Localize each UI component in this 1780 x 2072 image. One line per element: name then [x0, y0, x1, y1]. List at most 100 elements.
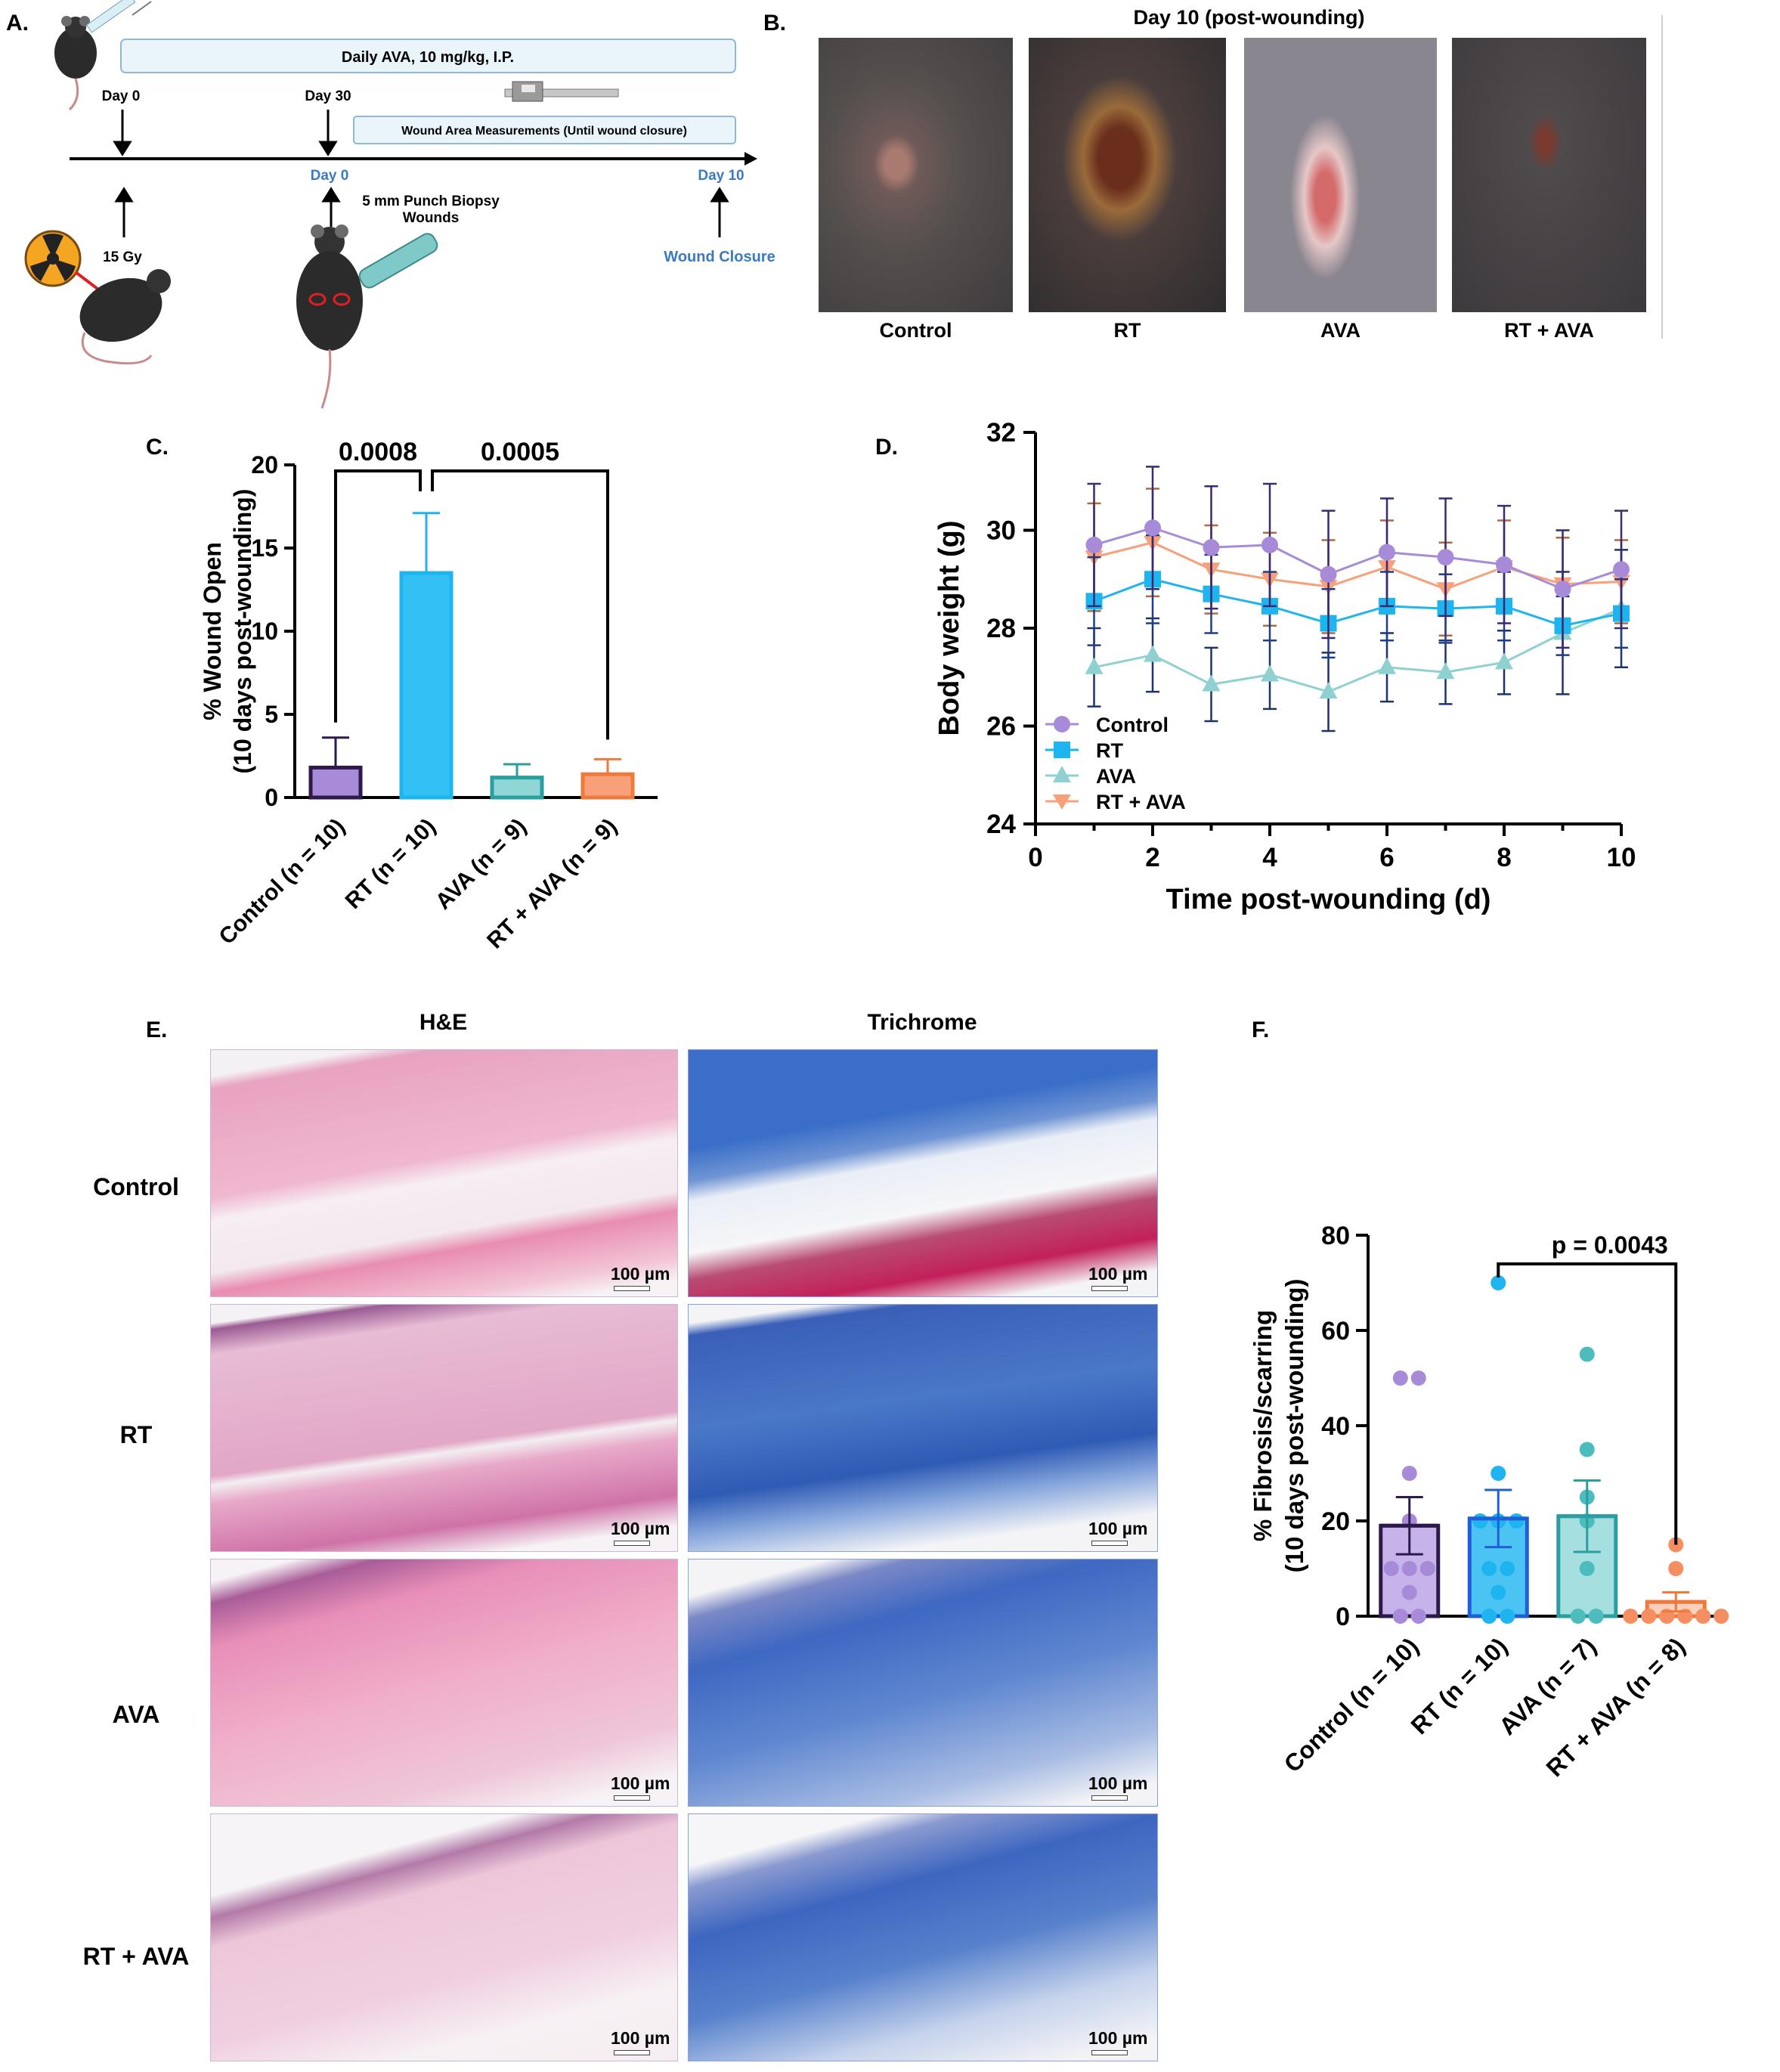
data-point: [1641, 1609, 1657, 1624]
data-point: [1392, 1370, 1408, 1386]
day0-top-label: Day 0: [102, 88, 141, 104]
y-tick-label: 28: [986, 614, 1016, 643]
photo-ava: [1244, 38, 1437, 312]
data-point: [1410, 1370, 1426, 1386]
histology-trichrome-rt: [688, 1304, 1158, 1552]
scale-bar-he-ava: 100 µm: [611, 1773, 670, 1801]
histology-he-rt: [210, 1304, 678, 1552]
data-point: [1203, 539, 1220, 556]
x-tick-label: 6: [1379, 843, 1394, 872]
scale-bar-trichrome-rt: 100 µm: [1088, 1519, 1147, 1546]
data-point: [1379, 544, 1395, 561]
y-tick-label: 60: [1321, 1317, 1350, 1346]
data-point: [1554, 581, 1571, 598]
legend-label: Control: [1096, 714, 1169, 736]
y-axis-label-line2: (10 days post-wounding): [229, 489, 256, 774]
data-point: [1491, 1584, 1506, 1600]
data-point: [1085, 657, 1104, 674]
irradiated-mouse-icon: [79, 269, 171, 365]
y-tick-label: 24: [986, 810, 1016, 839]
x-category-label: Control (n = 10): [1279, 1632, 1424, 1777]
panel-letter-c: C.: [146, 435, 169, 460]
data-point: [1579, 1346, 1595, 1362]
legend-marker: [1053, 766, 1071, 782]
data-point: [1320, 565, 1337, 583]
x-tick-label: 4: [1262, 843, 1277, 872]
dose-label: 15 Gy: [103, 249, 142, 265]
x-category-label: AVA (n = 9): [431, 814, 531, 915]
biopsy-punch-icon: [358, 233, 438, 289]
data-point: [1410, 1609, 1426, 1624]
data-point: [1695, 1609, 1711, 1624]
panel-letter-e: E.: [146, 1017, 168, 1042]
panel-a-schematic: Daily AVA, 10 mg/kg, I.P. Day 0 Day 30 W…: [24, 0, 775, 409]
legend-marker: [1053, 794, 1071, 810]
data-point: [1623, 1609, 1639, 1624]
series-line: [1093, 578, 1622, 627]
data-point: [1495, 652, 1513, 670]
data-point: [1378, 657, 1396, 674]
scale-bar-trichrome-control: 100 µm: [1088, 1264, 1147, 1291]
y-tick-label: 26: [986, 712, 1016, 742]
bar: [580, 772, 635, 800]
mouse-icon: [54, 16, 97, 111]
measurement-text: Wound Area Measurements (Until wound clo…: [401, 125, 687, 138]
y-tick-label: 5: [265, 701, 278, 728]
data-point: [1500, 1609, 1515, 1624]
x-category-label: RT (n = 10): [341, 814, 441, 914]
panel-letter-a: A.: [6, 11, 29, 36]
series-line: [1094, 526, 1622, 590]
data-point: [1144, 519, 1161, 537]
data-point: [1419, 1561, 1435, 1576]
histology-trichrome-ava: [688, 1559, 1158, 1807]
data-point: [1437, 549, 1454, 566]
data-point: [1481, 1609, 1497, 1624]
row-label-control: Control: [93, 1173, 179, 1200]
data-point: [1613, 561, 1630, 578]
legend-marker: [1054, 716, 1070, 732]
day10-blue-label: Day 10: [698, 168, 744, 184]
biopsy-label-2: Wounds: [403, 210, 460, 226]
wound-closure-label: Wound Closure: [664, 249, 775, 265]
data-point: [1588, 1609, 1604, 1624]
x-tick-label: 2: [1145, 843, 1159, 872]
data-point: [1570, 1609, 1586, 1624]
scale-bar-he-rt-ava: 100 µm: [611, 2028, 670, 2055]
photo-rt: [1029, 38, 1226, 312]
chart-f-fibrosis: 0 20 40 60 80 % Fibrosis/scarring (10 days pos…: [1249, 1222, 1729, 1782]
scale-bar-he-control: 100 µm: [611, 1264, 670, 1291]
daily-ava-box: [120, 39, 736, 73]
x-axis-label: Time post-wounding (d): [1166, 884, 1491, 915]
significance-label: 0.0008: [339, 438, 417, 466]
y-tick-label: 80: [1321, 1222, 1350, 1250]
data-point: [1392, 1609, 1408, 1624]
histology-he-control: [210, 1049, 678, 1297]
y-tick-label: 0: [1336, 1603, 1350, 1631]
scale-bar-he-rt: 100 µm: [611, 1519, 670, 1546]
x-tick-label: 0: [1028, 843, 1042, 872]
data-point: [1491, 1275, 1506, 1290]
row-label-rt: RT: [119, 1421, 153, 1448]
data-point: [1261, 664, 1279, 682]
data-point: [1509, 1513, 1525, 1528]
y-tick-label: 20: [251, 451, 278, 479]
data-point: [1401, 1561, 1417, 1576]
data-point: [1319, 682, 1338, 699]
y-tick-label: 15: [251, 534, 278, 562]
data-point: [1481, 1561, 1497, 1576]
y-tick-label: 0: [265, 784, 278, 811]
row-label-ava: AVA: [112, 1701, 160, 1728]
photo-label-rt: RT: [1113, 319, 1141, 342]
y-tick-label: 40: [1321, 1412, 1350, 1441]
y-tick-label: 32: [986, 418, 1016, 448]
data-point: [1144, 645, 1162, 662]
data-point: [1436, 662, 1455, 680]
bar: [490, 776, 544, 800]
series-line: [1094, 541, 1622, 590]
legend-marker: [1054, 742, 1070, 758]
y-axis-label: % Wound Open (10 days post-wounding): [199, 489, 256, 774]
histology-trichrome-rt-ava: [688, 1813, 1158, 2061]
caliper-icon: [504, 81, 619, 102]
panel-letter-d: D.: [875, 435, 898, 460]
data-point: [1085, 536, 1103, 553]
